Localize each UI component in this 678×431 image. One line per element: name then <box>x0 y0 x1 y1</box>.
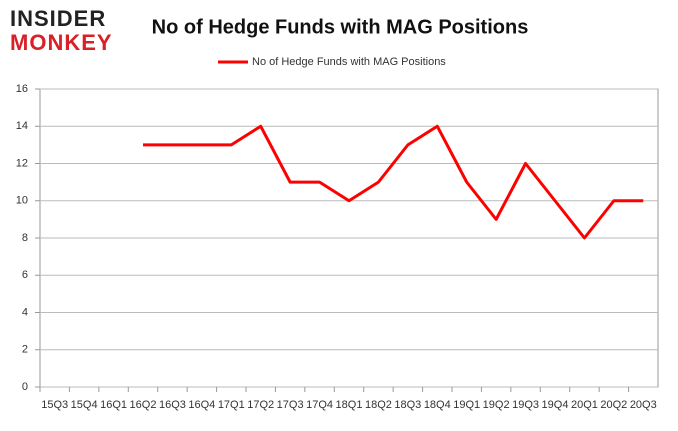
y-tick-label: 2 <box>22 344 28 356</box>
logo-bottom: MONKEY <box>10 30 113 55</box>
logo-top: INSIDER <box>10 6 106 31</box>
x-tick-label: 17Q4 <box>306 399 333 411</box>
x-tick-label: 15Q3 <box>41 399 68 411</box>
y-tick-label: 12 <box>16 157 28 169</box>
y-tick-label: 4 <box>22 306 28 318</box>
x-tick-label: 18Q2 <box>365 399 392 411</box>
x-tick-label: 20Q1 <box>571 399 598 411</box>
x-tick-label: 18Q3 <box>394 399 421 411</box>
legend-label: No of Hedge Funds with MAG Positions <box>252 56 446 68</box>
y-tick-label: 10 <box>16 195 28 207</box>
y-tick-label: 8 <box>22 232 28 244</box>
x-tick-label: 19Q3 <box>512 399 539 411</box>
x-tick-label: 16Q3 <box>159 399 186 411</box>
x-tick-label: 16Q4 <box>188 399 215 411</box>
y-tick-label: 14 <box>16 120 28 132</box>
x-tick-label: 17Q2 <box>247 399 274 411</box>
y-tick-label: 16 <box>16 83 28 95</box>
x-tick-label: 19Q2 <box>483 399 510 411</box>
x-tick-label: 19Q4 <box>542 399 569 411</box>
x-tick-label: 19Q1 <box>453 399 480 411</box>
x-tick-label: 17Q3 <box>277 399 304 411</box>
x-tick-label: 18Q1 <box>336 399 363 411</box>
x-tick-label: 16Q1 <box>100 399 127 411</box>
x-tick-label: 17Q1 <box>218 399 245 411</box>
y-tick-label: 6 <box>22 269 28 281</box>
data-line <box>143 124 644 240</box>
x-tick-label: 18Q4 <box>424 399 451 411</box>
x-tick-label: 16Q2 <box>130 399 157 411</box>
y-tick-label: 0 <box>22 381 28 393</box>
x-tick-label: 20Q3 <box>630 399 657 411</box>
chart-title: No of Hedge Funds with MAG Positions <box>152 16 529 38</box>
x-tick-label: 15Q4 <box>71 399 98 411</box>
x-tick-label: 20Q2 <box>600 399 627 411</box>
